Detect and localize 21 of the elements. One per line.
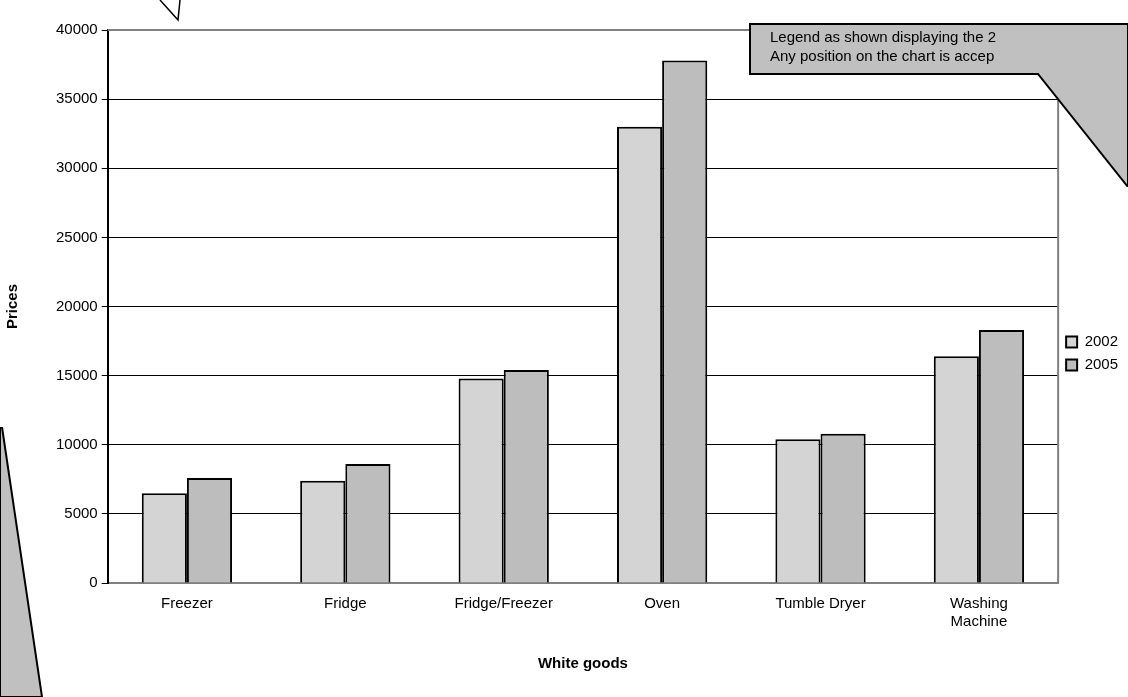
x-tick-label: Fridge [324, 594, 367, 612]
x-tick-label: Freezer [161, 594, 213, 612]
x-axis-title: White goods [537, 654, 628, 672]
y-tick-label: 40000 [55, 20, 98, 38]
x-tick-label: Oven [644, 594, 681, 612]
y-tick-label: 0 [89, 573, 98, 591]
y-tick-label: 15000 [55, 365, 98, 383]
x-tick-label: Washing Machine [950, 594, 1008, 630]
x-tick-label: Tumble Dryer [775, 594, 866, 612]
y-tick-label: 20000 [55, 296, 98, 314]
y-tick-label: 10000 [55, 434, 98, 452]
y-axis-title: Prices [3, 283, 21, 330]
annotation: Legend as shown displaying the 2 [770, 27, 996, 46]
legend-label: 2002 [1084, 332, 1119, 350]
y-tick-label: 5000 [64, 504, 98, 522]
x-tick-label: Fridge/Freezer [454, 594, 553, 612]
legend-label: 2005 [1084, 355, 1119, 373]
y-tick-label: 35000 [55, 89, 98, 107]
annotation: Any position on the chart is accep [770, 46, 996, 65]
y-tick-label: 30000 [55, 158, 98, 176]
y-tick-label: 25000 [55, 227, 98, 245]
